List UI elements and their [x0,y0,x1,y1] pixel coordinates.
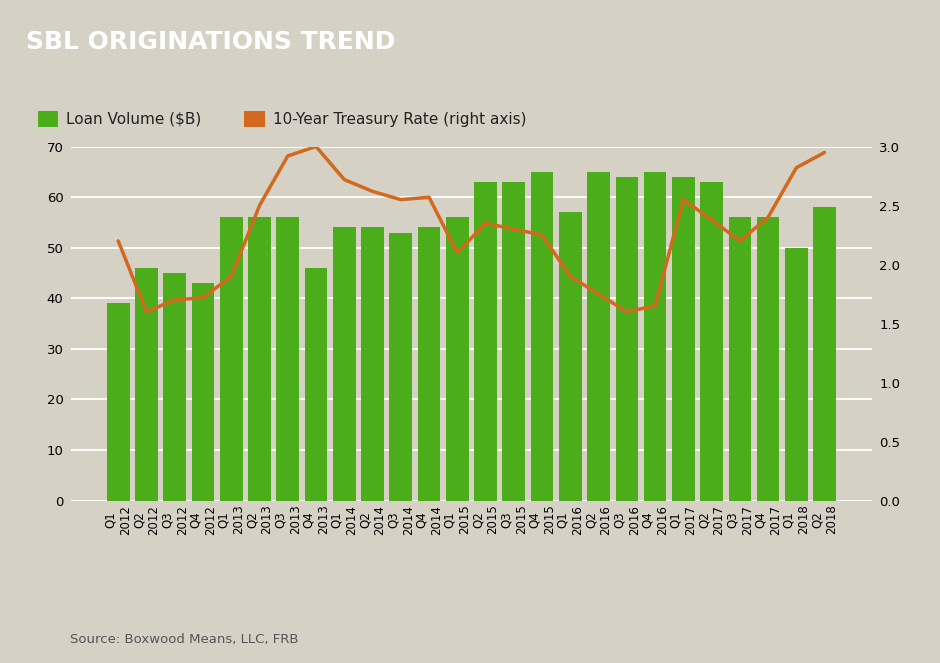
Bar [813,208,836,501]
Bar [559,212,582,501]
Text: SBL ORIGINATIONS TREND: SBL ORIGINATIONS TREND [26,30,396,54]
Bar [503,182,525,501]
Bar [305,268,327,501]
Text: Loan Volume ($B): Loan Volume ($B) [66,111,201,127]
Bar [616,177,638,501]
Bar [785,248,807,501]
Text: 10-Year Treasury Rate (right axis): 10-Year Treasury Rate (right axis) [273,111,526,127]
Bar [588,172,610,501]
Bar [361,227,384,501]
Bar [417,227,440,501]
Bar [220,217,243,501]
Bar [757,217,779,501]
Bar [192,283,214,501]
Bar [248,217,271,501]
Bar [672,177,695,501]
Bar [531,172,554,501]
Bar [135,268,158,501]
FancyBboxPatch shape [244,111,265,127]
Bar [728,217,751,501]
Bar [389,233,412,501]
Bar [700,182,723,501]
Bar [475,182,497,501]
Bar [276,217,299,501]
Bar [333,227,355,501]
FancyBboxPatch shape [38,111,58,127]
Bar [446,217,468,501]
Text: Source: Boxwood Means, LLC, FRB: Source: Boxwood Means, LLC, FRB [70,633,299,646]
Bar [644,172,666,501]
Bar [107,303,130,501]
Bar [164,273,186,501]
